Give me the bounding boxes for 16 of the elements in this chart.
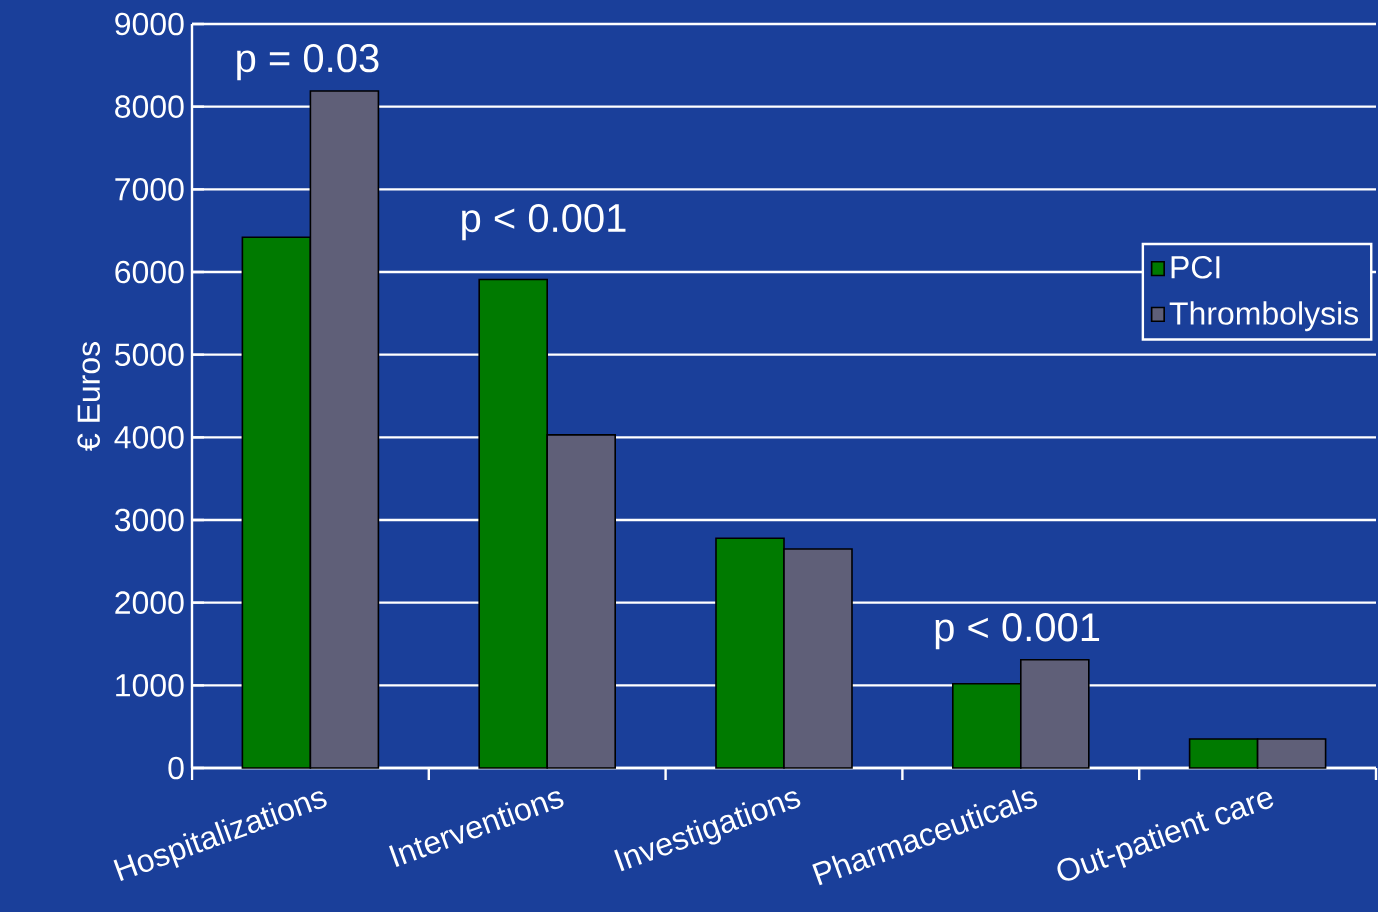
y-tick-label: 7000	[115, 178, 184, 201]
annotation: p = 0.03	[237, 43, 379, 81]
y-tick-label: 9000	[115, 12, 184, 36]
legend-label: PCI	[1171, 255, 1220, 279]
y-tick-label: 8000	[115, 95, 184, 118]
y-axis-title: € Euros	[77, 342, 101, 451]
y-tick-label: 6000	[115, 260, 184, 284]
legend-label: Thrombolysis	[1169, 301, 1359, 332]
annotation: p < 0.001	[935, 613, 1100, 650]
y-tick-label: 0	[168, 756, 184, 780]
y-tick-label: 2000	[115, 591, 184, 614]
y-tick-label: 3000	[114, 508, 184, 532]
annotation: p < 0.001	[462, 203, 626, 241]
y-tick-label: 1000	[116, 674, 184, 697]
y-tick-label: 4000	[114, 426, 184, 449]
y-tick-label: 5000	[115, 343, 184, 366]
